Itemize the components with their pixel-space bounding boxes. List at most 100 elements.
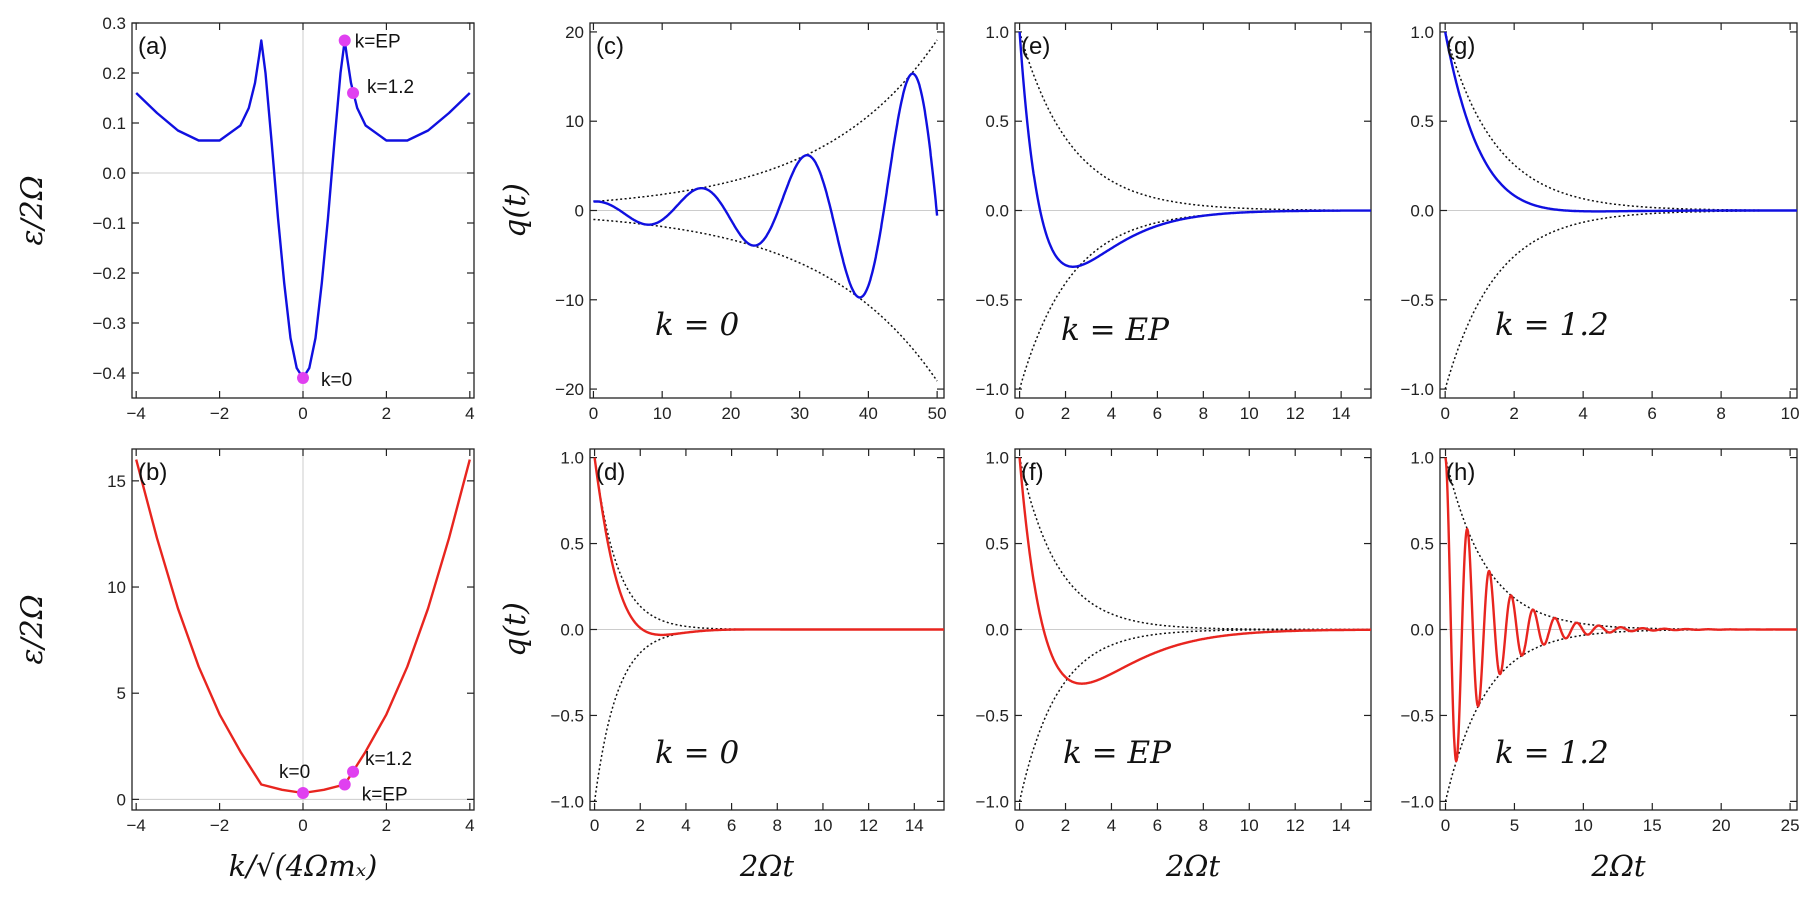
- envelope-lower: [1444, 209, 1797, 390]
- y-tick-label: 10: [565, 112, 584, 131]
- x-axis-label: k/√(4Ωmₓ): [229, 849, 378, 883]
- y-tick-label: 0.0: [985, 202, 1009, 221]
- x-tick-label: 2: [1061, 404, 1070, 423]
- panel-label: (e): [1021, 33, 1050, 60]
- highlight-point: [297, 372, 309, 384]
- point-label: k=EP: [362, 785, 408, 806]
- x-tick-label: 8: [1199, 816, 1208, 835]
- panel-e: 0 2 4 6 8 10 12 14 1.0 0.5 0.0 −0.5 −1.0 (e) k = EP: [975, 22, 1372, 423]
- panel-label: (f): [1021, 459, 1044, 486]
- k-label: k = 1.2: [1495, 735, 1609, 771]
- panel-label: (a): [138, 33, 167, 60]
- envelope-upper: [1444, 457, 1797, 631]
- x-tick-label: 4: [681, 816, 690, 835]
- point-label: k=EP: [355, 32, 401, 53]
- x-tick-label: 30: [790, 404, 809, 423]
- x-tick-label: 10: [1240, 816, 1259, 835]
- y-tick-label: −1.0: [1400, 792, 1434, 811]
- y-tick-label: −1.0: [1400, 380, 1434, 399]
- x-tick-label: −4: [126, 404, 145, 423]
- x-tick-label: 2: [382, 404, 391, 423]
- y-tick-label: 0.1: [102, 114, 126, 133]
- point-label: k=0: [321, 370, 352, 391]
- y-axis-label: ε/2Ω: [15, 594, 50, 664]
- x-tick-label: 6: [727, 816, 736, 835]
- x-tick-label: 2: [636, 816, 645, 835]
- k-label: k = EP: [1063, 735, 1172, 771]
- y-tick-label: −1.0: [975, 792, 1009, 811]
- x-tick-label: 4: [1578, 404, 1587, 423]
- highlight-point: [347, 87, 360, 99]
- x-tick-label: 4: [465, 404, 474, 423]
- x-tick-label: 15: [1643, 816, 1662, 835]
- panel-f: 0 2 4 6 8 10 12 14 1.0 0.5 0.0 −0.5 −1.0 (f) k = EP 2Ωt: [975, 448, 1372, 883]
- panel-h: 0 5 10 15 20 25 1.0 0.5 0.0 −0.5 −1.0 (h) k = 1.2 2Ωt: [1400, 448, 1800, 883]
- y-tick-label: 0.0: [102, 164, 126, 183]
- x-tick-label: 10: [1781, 404, 1800, 423]
- x-tick-label: 50: [928, 404, 947, 423]
- x-tick-label: 10: [1574, 816, 1593, 835]
- envelope-lower: [593, 628, 944, 802]
- k-label: k = EP: [1061, 312, 1170, 348]
- y-tick-label: 10: [107, 578, 126, 597]
- y-tick-label: 0.2: [102, 64, 126, 83]
- highlight-point: [338, 34, 351, 47]
- point-label: k=1.2: [367, 77, 414, 98]
- plot-area: [593, 457, 944, 802]
- envelope-upper: [1444, 31, 1797, 212]
- x-tick-label: 20: [721, 404, 740, 423]
- x-tick-label: 20: [1712, 816, 1731, 835]
- panel-label: (c): [596, 33, 624, 60]
- y-tick-label: 20: [565, 23, 584, 42]
- x-tick-label: 0: [298, 404, 307, 423]
- y-tick-label: 0.5: [1410, 535, 1434, 554]
- y-tick-label: 5: [117, 684, 126, 703]
- x-tick-label: 2: [382, 816, 391, 835]
- y-tick-label: 0.5: [985, 535, 1009, 554]
- x-tick-label: 6: [1153, 404, 1162, 423]
- x-tick-label: 8: [1716, 404, 1725, 423]
- y-tick-label: −0.5: [550, 706, 584, 725]
- y-tick-label: 15: [107, 472, 126, 491]
- y-tick-label: −20: [555, 380, 584, 399]
- envelope-upper: [1018, 457, 1371, 631]
- x-tick-label: 6: [1647, 404, 1656, 423]
- plot-area: [1444, 31, 1797, 390]
- x-tick-label: 4: [1107, 404, 1116, 423]
- y-tick-label: −0.5: [1400, 291, 1434, 310]
- y-tick-label: −0.5: [975, 706, 1009, 725]
- x-tick-label: 14: [1332, 816, 1351, 835]
- x-tick-label: 6: [1153, 816, 1162, 835]
- y-tick-label: 1.0: [1410, 23, 1434, 42]
- x-tick-label: 0: [298, 816, 307, 835]
- response-curve: [1444, 31, 1797, 213]
- y-axis-label: q(t): [498, 602, 533, 657]
- x-tick-label: 14: [905, 816, 924, 835]
- panel-a: −4 −2 0 2 4 0.3 0.2 0.1 0.0 −0.1 −0.2 −0.3 −0.4 k=EP k…: [15, 14, 475, 423]
- y-tick-label: −0.2: [92, 264, 126, 283]
- x-axis-label: 2Ωt: [1165, 849, 1220, 883]
- x-axis-label: 2Ωt: [739, 849, 794, 883]
- x-tick-label: 40: [859, 404, 878, 423]
- y-tick-label: 1.0: [1410, 449, 1434, 468]
- x-tick-label: 5: [1510, 816, 1519, 835]
- highlight-point: [338, 778, 351, 791]
- point-label: k=0: [279, 762, 310, 783]
- x-tick-label: 25: [1781, 816, 1800, 835]
- y-tick-label: 0.5: [1410, 112, 1434, 131]
- panel-c: 0 10 20 30 40 50 20 10 0 −10 −20 (c) k = 0 q(t): [498, 22, 947, 423]
- y-tick-label: 0.0: [985, 621, 1009, 640]
- y-tick-label: −10: [555, 291, 584, 310]
- envelope-upper: [1018, 31, 1371, 212]
- x-tick-label: 8: [1199, 404, 1208, 423]
- panel-label: (h): [1446, 459, 1475, 486]
- y-tick-label: 0.0: [1410, 202, 1434, 221]
- panel-g: 0 2 4 6 8 10 1.0 0.5 0.0 −0.5 −1.0 (g) k = 1.2: [1400, 22, 1800, 423]
- k-label: k = 0: [655, 735, 739, 771]
- x-tick-label: 12: [859, 816, 878, 835]
- panel-label: (g): [1446, 33, 1475, 60]
- plot-area: [1018, 457, 1371, 802]
- y-tick-label: 0.5: [985, 112, 1009, 131]
- envelope-lower: [1018, 209, 1371, 390]
- x-tick-label: 4: [465, 816, 474, 835]
